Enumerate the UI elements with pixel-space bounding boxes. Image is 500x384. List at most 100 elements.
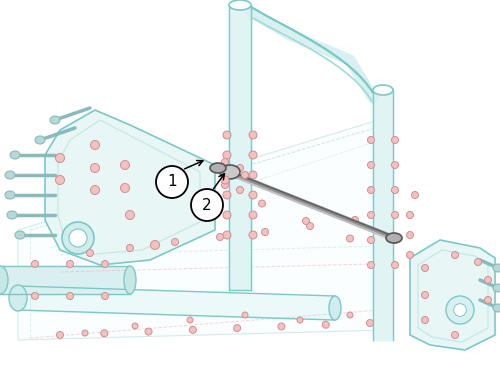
Circle shape <box>222 159 228 166</box>
Circle shape <box>221 176 229 184</box>
Circle shape <box>262 228 268 235</box>
Circle shape <box>32 260 38 268</box>
Circle shape <box>191 189 223 221</box>
Circle shape <box>484 296 492 303</box>
Circle shape <box>222 182 228 189</box>
Circle shape <box>412 192 418 199</box>
Circle shape <box>302 217 310 225</box>
Circle shape <box>132 323 138 329</box>
Circle shape <box>120 184 130 192</box>
Circle shape <box>454 304 466 316</box>
Circle shape <box>368 237 374 243</box>
Circle shape <box>66 293 73 300</box>
Ellipse shape <box>373 85 393 95</box>
Circle shape <box>223 191 231 199</box>
Circle shape <box>484 276 492 283</box>
Ellipse shape <box>50 116 60 124</box>
Circle shape <box>120 161 130 169</box>
Circle shape <box>278 323 285 330</box>
Circle shape <box>368 136 374 144</box>
Ellipse shape <box>386 233 402 243</box>
Circle shape <box>216 233 224 240</box>
Circle shape <box>249 131 257 139</box>
Ellipse shape <box>329 296 341 320</box>
Circle shape <box>242 172 248 179</box>
Circle shape <box>392 212 398 218</box>
Ellipse shape <box>10 151 20 159</box>
Circle shape <box>392 136 398 144</box>
Circle shape <box>368 212 374 218</box>
Circle shape <box>249 191 257 199</box>
Ellipse shape <box>69 229 87 247</box>
Circle shape <box>368 262 374 268</box>
Circle shape <box>82 330 88 336</box>
Circle shape <box>223 231 231 239</box>
Circle shape <box>90 164 100 172</box>
Text: 2: 2 <box>202 197 212 212</box>
Circle shape <box>145 328 152 335</box>
Ellipse shape <box>220 165 240 179</box>
Circle shape <box>422 291 428 298</box>
Circle shape <box>150 240 160 250</box>
Circle shape <box>249 151 257 159</box>
Circle shape <box>392 237 398 243</box>
Circle shape <box>347 312 353 318</box>
Circle shape <box>156 166 188 198</box>
Circle shape <box>392 187 398 194</box>
Circle shape <box>126 245 134 252</box>
Ellipse shape <box>9 285 27 311</box>
Circle shape <box>56 154 64 162</box>
Ellipse shape <box>5 191 15 199</box>
Circle shape <box>102 293 108 300</box>
Circle shape <box>306 222 314 230</box>
Ellipse shape <box>493 284 500 292</box>
Circle shape <box>187 317 193 323</box>
Ellipse shape <box>35 136 45 144</box>
Circle shape <box>406 232 414 238</box>
Circle shape <box>406 252 414 258</box>
Ellipse shape <box>210 163 226 173</box>
Polygon shape <box>45 110 215 265</box>
Ellipse shape <box>124 266 136 294</box>
Circle shape <box>190 326 196 333</box>
Circle shape <box>258 200 266 207</box>
Circle shape <box>234 324 240 332</box>
Circle shape <box>406 212 414 218</box>
Circle shape <box>223 211 231 219</box>
Circle shape <box>56 175 64 184</box>
Circle shape <box>392 162 398 169</box>
Polygon shape <box>410 240 495 350</box>
Circle shape <box>249 231 257 239</box>
Circle shape <box>223 171 231 179</box>
Circle shape <box>452 252 458 258</box>
Circle shape <box>452 331 458 339</box>
Circle shape <box>322 321 329 328</box>
Circle shape <box>86 250 94 257</box>
Polygon shape <box>18 118 385 340</box>
Circle shape <box>223 131 231 139</box>
Ellipse shape <box>5 171 15 179</box>
Ellipse shape <box>15 231 25 239</box>
Circle shape <box>368 162 374 169</box>
Circle shape <box>56 331 64 339</box>
Circle shape <box>90 185 100 195</box>
Circle shape <box>392 262 398 268</box>
Text: 1: 1 <box>167 174 177 189</box>
Circle shape <box>126 210 134 220</box>
Ellipse shape <box>62 222 94 254</box>
Circle shape <box>102 260 108 268</box>
Circle shape <box>346 235 354 242</box>
Circle shape <box>446 296 474 324</box>
Ellipse shape <box>0 266 8 294</box>
Ellipse shape <box>229 0 251 10</box>
Circle shape <box>249 171 257 179</box>
Circle shape <box>352 217 358 223</box>
Circle shape <box>297 317 303 323</box>
Circle shape <box>474 258 482 265</box>
Ellipse shape <box>493 304 500 312</box>
Circle shape <box>66 260 73 268</box>
Circle shape <box>236 164 244 172</box>
Circle shape <box>368 187 374 194</box>
Circle shape <box>242 312 248 318</box>
Ellipse shape <box>493 264 500 272</box>
